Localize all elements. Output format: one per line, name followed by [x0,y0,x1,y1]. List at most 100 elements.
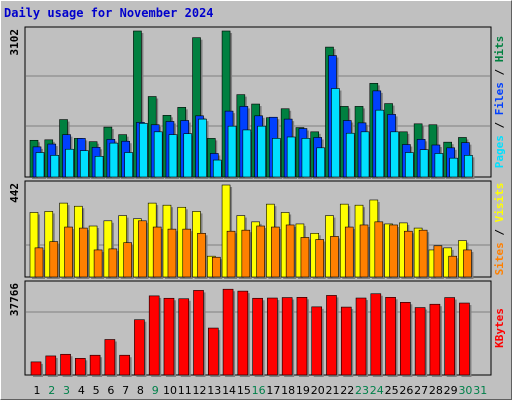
kbytes-bar-30 [459,302,470,376]
pages-bar-3 [65,148,74,178]
visits-bar-1 [29,212,39,278]
legend-sites-visits-separator-1: / [493,222,506,242]
pages-bar-20 [316,147,326,178]
x-tick-label-20: 20 [311,384,325,397]
pages-bar-14 [227,125,237,178]
x-tick-label-9: 9 [152,384,159,397]
x-tick-label-6: 6 [107,384,114,397]
pages-bar-12 [198,118,207,178]
kbytes-bar-12 [193,290,204,376]
kbytes-bar-19 [296,297,308,376]
x-tick-label-1: 1 [34,384,41,397]
legend-kbytes: KBytes [493,308,506,348]
pages-bar-29 [449,157,458,178]
x-tick-label-7: 7 [122,384,129,397]
x-tick-label-14: 14 [222,384,236,397]
x-tick-label-10: 10 [163,384,177,397]
legend-pages-files-hits: Pages / Files / Hits [493,36,506,169]
kbytes-bar-24 [370,293,382,376]
x-tick-label-22: 22 [340,384,354,397]
kbytes-bar-8 [134,319,145,376]
kbytes-bar-25 [385,297,396,376]
sites-bar-10 [167,228,177,278]
kbytes-bar-26 [400,302,411,376]
kbytes-bar-20 [311,306,323,376]
pages-bar-19 [301,138,311,178]
sites-bar-26 [404,230,413,278]
kbytes-bar-29 [444,297,455,376]
sites-bar-11 [182,228,192,278]
kbytes-bar-5 [89,354,101,376]
legend-sites-visits-visits: Visits [493,183,506,223]
pages-bar-11 [183,133,193,178]
legend-pages-files-hits-pages: Pages [493,135,506,168]
pages-bar-26 [405,152,414,178]
pages-bar-15 [242,129,252,178]
x-tick-label-16: 16 [252,384,266,397]
x-tick-label-11: 11 [178,384,192,397]
legend-pages-files-hits-separator-1: / [493,115,506,135]
x-tick-label-4: 4 [78,384,85,397]
panel-2-ymax-label: 442 [8,183,21,203]
x-tick-label-13: 13 [207,384,221,397]
kbytes-bar-15 [237,290,249,376]
x-tick-label-31: 31 [473,384,487,397]
sites-bar-4 [79,227,88,278]
pages-bar-16 [257,125,266,178]
pages-bar-4 [80,150,89,178]
legend-sites-visits-sites: Sites [493,242,506,275]
pages-bar-13 [212,159,222,178]
x-tick-label-18: 18 [281,384,295,397]
legend-sites-visits: Sites / Visits [493,183,506,276]
x-tick-label-30: 30 [458,384,472,397]
kbytes-bar-28 [429,303,441,376]
sites-bar-24 [374,221,384,278]
legend-kbytes-kbytes: KBytes [493,308,506,348]
sites-bar-22 [344,226,354,278]
sites-bar-15 [241,229,251,278]
kbytes-bar-1 [30,361,42,376]
sites-bar-25 [389,224,398,278]
panel-3-ymax-label: 37766 [8,283,21,316]
kbytes-bar-22 [340,306,352,376]
x-tick-label-21: 21 [325,384,339,397]
sites-bar-21 [330,236,339,278]
pages-bar-23 [360,131,370,178]
kbytes-bar-3 [60,353,71,376]
sites-bar-20 [315,239,325,278]
sites-bar-9 [152,226,162,278]
pages-bar-9 [153,131,163,178]
sites-bar-17 [271,226,280,278]
x-tick-label-3: 3 [63,384,70,397]
x-tick-label-17: 17 [266,384,280,397]
pages-bar-18 [286,136,296,178]
x-tick-label-23: 23 [355,384,369,397]
x-tick-label-19: 19 [296,384,310,397]
kbytes-bar-6 [104,339,116,376]
sites-bar-7 [123,242,132,278]
pages-bar-22 [345,132,355,178]
x-tick-label-2: 2 [48,384,55,397]
x-tick-label-25: 25 [385,384,399,397]
sites-bar-3 [64,226,73,278]
sites-bar-19 [300,237,310,278]
legend-pages-files-hits-separator-2: / [493,62,506,82]
pages-bar-2 [50,155,60,178]
sites-bar-5 [93,249,103,278]
legend-pages-files-hits-files: Files [493,82,506,115]
kbytes-bar-14 [222,288,234,376]
kbytes-bar-7 [119,354,130,376]
x-tick-label-26: 26 [399,384,413,397]
pages-bar-6 [109,142,119,178]
x-tick-label-27: 27 [414,384,428,397]
sites-bar-1 [34,247,44,278]
kbytes-bar-9 [148,295,160,376]
pages-bar-30 [464,155,473,178]
pages-bar-24 [375,109,385,178]
pages-bar-1 [35,152,45,178]
pages-bar-27 [419,149,429,178]
chart-title: Daily usage for November 2024 [4,6,214,20]
sites-bar-6 [108,248,118,278]
pages-bar-8 [139,123,148,178]
